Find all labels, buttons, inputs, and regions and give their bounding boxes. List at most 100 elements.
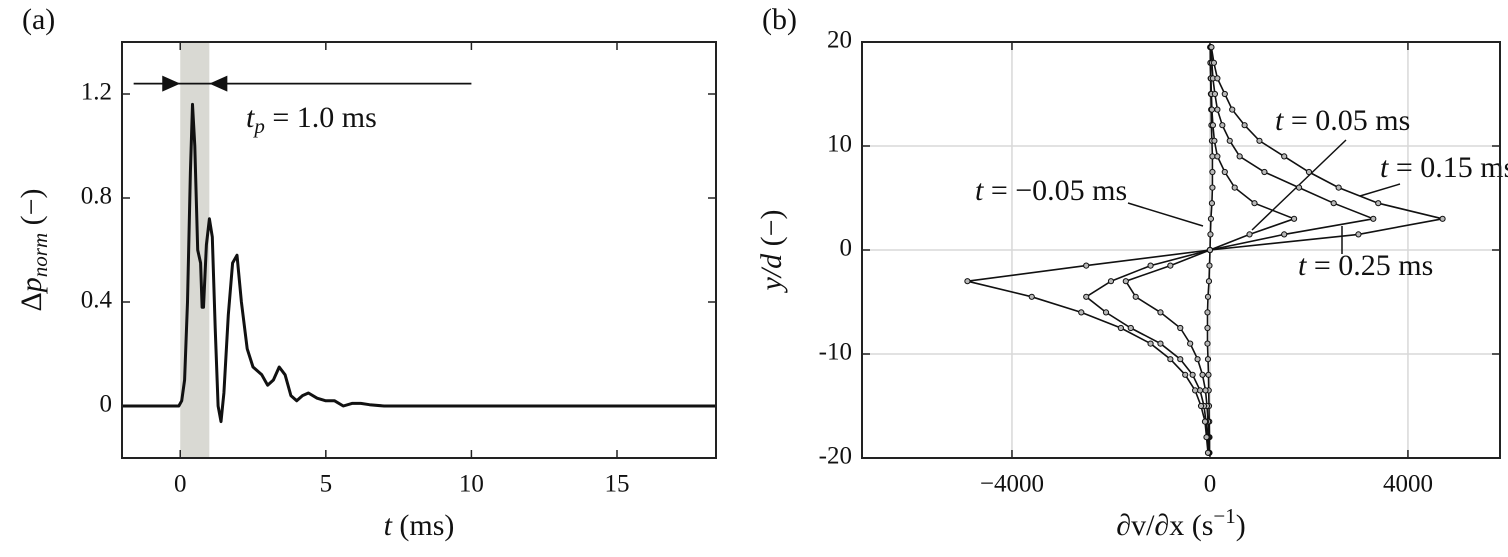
y-tick-label: -20 [819, 443, 852, 470]
marker [1221, 168, 1228, 176]
text-part: −1 [1213, 504, 1235, 528]
marker [1281, 153, 1288, 160]
data-line [122, 102, 716, 424]
marker [1209, 122, 1217, 129]
marker [1214, 153, 1221, 160]
text-part: (−) [15, 188, 48, 232]
marker [1147, 262, 1154, 269]
marker [1204, 293, 1212, 300]
text-part: (−) [755, 209, 788, 253]
marker [1208, 200, 1216, 207]
marker [1132, 293, 1139, 300]
marker [1241, 122, 1248, 129]
x-tick-label: 10 [459, 471, 484, 498]
y-axis-label: y/d (−) [755, 209, 788, 293]
marker [1290, 215, 1298, 222]
text-part: (ms) [392, 509, 455, 542]
text-part: t [246, 101, 255, 134]
x-tick-label: 0 [174, 471, 187, 498]
x-tick-label: 5 [320, 471, 333, 498]
marker [1194, 356, 1201, 363]
arrowhead [209, 75, 228, 92]
marker [1127, 324, 1134, 332]
text-part: p [252, 114, 265, 138]
y-tick-label: 0.8 [81, 183, 112, 210]
text-part: = −0.05 ms [983, 174, 1127, 207]
y-tick-label: 20 [827, 27, 852, 54]
marker [1209, 184, 1216, 191]
y-tick-label: -10 [819, 339, 852, 366]
y-tick-label: 10 [827, 131, 852, 158]
marker [1167, 262, 1174, 269]
axes-box [861, 41, 1501, 459]
text-part: norm [28, 233, 52, 277]
marker [1028, 293, 1035, 300]
marker [1246, 231, 1253, 238]
marker [1083, 262, 1090, 269]
text-part: = 0.25 ms [1306, 249, 1433, 282]
marker [1214, 106, 1221, 113]
marker [964, 278, 971, 285]
marker [1210, 59, 1218, 66]
text-part: = 0.05 ms [1283, 104, 1410, 137]
marker [1117, 324, 1124, 332]
marker [1208, 44, 1215, 51]
panel-label: (a) [22, 3, 55, 36]
text-part: = 0.15 ms [1388, 151, 1508, 184]
marker [1207, 231, 1214, 238]
marker [1204, 324, 1211, 332]
leader-line [1127, 202, 1204, 227]
x-tick-label: 4000 [1383, 471, 1433, 498]
marker [1199, 371, 1206, 378]
marker [1219, 122, 1226, 129]
marker [1370, 215, 1377, 222]
shaded-region [180, 42, 210, 458]
x-tick-label: 15 [605, 471, 630, 498]
marker [1439, 215, 1446, 222]
x-tick-label: 0 [1204, 471, 1217, 498]
text-part: ) [1236, 509, 1246, 542]
marker [1197, 402, 1205, 410]
marker [1261, 168, 1268, 176]
marker [1226, 137, 1233, 144]
marker [1209, 168, 1216, 176]
marker [1330, 200, 1337, 207]
text-part: = 1.0 ms [265, 101, 377, 134]
marker [1204, 309, 1211, 316]
marker [1305, 168, 1313, 176]
x-axis-label: t (ms) [384, 509, 455, 542]
marker [1177, 356, 1184, 363]
marker [1251, 200, 1258, 207]
text-part: t [1298, 249, 1307, 282]
text-part: ∂v/∂x (s [1116, 509, 1213, 542]
marker [1206, 246, 1214, 254]
marker [1355, 231, 1362, 238]
marker [1203, 434, 1210, 441]
marker [1256, 137, 1263, 144]
arrowhead [162, 75, 181, 92]
text-part: t [1380, 151, 1389, 184]
marker [1182, 371, 1189, 378]
marker [1189, 371, 1196, 378]
marker [1167, 356, 1174, 363]
marker [1204, 340, 1211, 347]
x-tick-label: −4000 [980, 471, 1044, 498]
series-label: t = 0.25 ms [1298, 249, 1433, 282]
marker [1214, 75, 1221, 82]
marker [1177, 324, 1184, 332]
marker [1208, 106, 1216, 113]
text-part: t [1275, 104, 1284, 137]
series-label: t = 0.05 ms [1275, 104, 1410, 137]
panel-label: (b) [762, 3, 797, 36]
annotation: tp = 1.0 ms [246, 101, 377, 138]
marker [1211, 90, 1219, 98]
marker [1107, 278, 1115, 285]
text-part: t [975, 174, 984, 207]
marker [1196, 387, 1204, 394]
series-label: t = −0.05 ms [975, 174, 1127, 207]
y-tick-label: 0 [840, 235, 853, 262]
marker [1083, 293, 1090, 300]
marker [1281, 231, 1288, 238]
marker [1187, 340, 1194, 347]
